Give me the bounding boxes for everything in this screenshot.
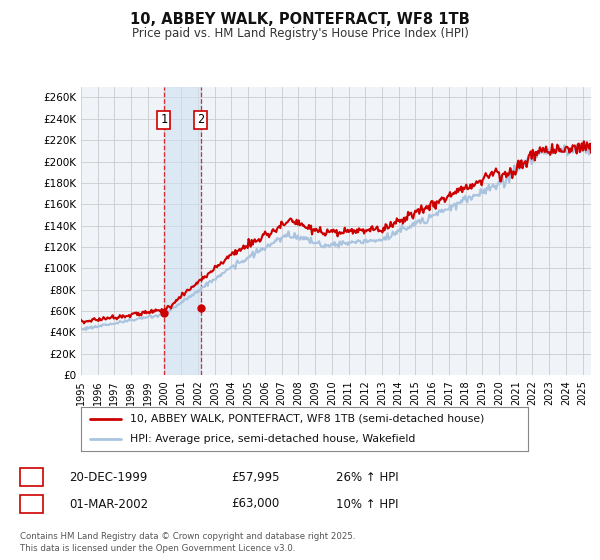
Text: 2: 2	[197, 114, 205, 127]
Text: £63,000: £63,000	[231, 497, 279, 511]
Text: HPI: Average price, semi-detached house, Wakefield: HPI: Average price, semi-detached house,…	[130, 434, 416, 444]
Text: 1: 1	[28, 470, 35, 484]
Text: 2: 2	[28, 497, 35, 511]
Text: 26% ↑ HPI: 26% ↑ HPI	[336, 470, 398, 484]
Text: 10% ↑ HPI: 10% ↑ HPI	[336, 497, 398, 511]
Text: Price paid vs. HM Land Registry's House Price Index (HPI): Price paid vs. HM Land Registry's House …	[131, 27, 469, 40]
Text: 1: 1	[160, 114, 167, 127]
Text: Contains HM Land Registry data © Crown copyright and database right 2025.
This d: Contains HM Land Registry data © Crown c…	[20, 532, 355, 553]
Bar	[164, 87, 201, 375]
Text: 10, ABBEY WALK, PONTEFRACT, WF8 1TB (semi-detached house): 10, ABBEY WALK, PONTEFRACT, WF8 1TB (sem…	[130, 414, 485, 424]
Text: 20-DEC-1999: 20-DEC-1999	[69, 470, 148, 484]
Text: £57,995: £57,995	[231, 470, 280, 484]
Text: 10, ABBEY WALK, PONTEFRACT, WF8 1TB: 10, ABBEY WALK, PONTEFRACT, WF8 1TB	[130, 12, 470, 27]
Text: 01-MAR-2002: 01-MAR-2002	[69, 497, 148, 511]
